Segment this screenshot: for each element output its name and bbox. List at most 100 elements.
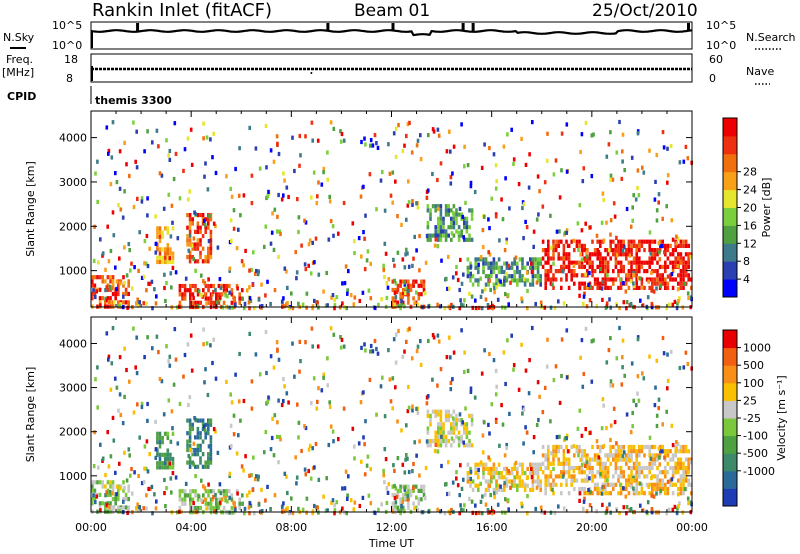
heatmap-cell <box>304 220 308 225</box>
heatmap-cell <box>492 261 496 266</box>
heatmap-cell <box>222 283 226 289</box>
heatmap-cell <box>264 429 268 435</box>
heatmap-cell <box>612 281 615 286</box>
heatmap-cell <box>555 435 559 440</box>
heatmap-cell <box>583 256 586 261</box>
heatmap-cell <box>196 221 200 226</box>
heatmap-cell <box>555 239 558 244</box>
heatmap-cell <box>606 457 610 462</box>
heatmap-cell <box>638 260 641 265</box>
heatmap-cell <box>487 261 490 266</box>
heatmap-cell <box>91 296 94 301</box>
heatmap-cell <box>520 501 523 506</box>
heatmap-cell <box>529 462 532 467</box>
heatmap-cell <box>362 390 365 395</box>
heatmap-cell <box>286 301 289 306</box>
heatmap-cell <box>199 456 202 461</box>
heatmap-cell <box>505 261 509 266</box>
heatmap-cell <box>671 482 675 487</box>
heatmap-cell <box>452 416 455 421</box>
heatmap-cell <box>580 462 584 467</box>
heatmap-cell <box>135 165 139 170</box>
heatmap-cell <box>439 443 443 448</box>
heatmap-cell <box>291 135 294 140</box>
heatmap-cell <box>641 371 644 376</box>
heatmap-cell <box>612 474 615 479</box>
heatmap-cell <box>477 278 480 283</box>
heatmap-cell <box>653 461 657 466</box>
heatmap-cell <box>154 214 157 219</box>
heatmap-cell <box>203 222 207 228</box>
heatmap-cell <box>653 403 657 408</box>
heatmap-cell <box>316 138 320 143</box>
heatmap-cell <box>518 278 522 283</box>
heatmap-cell <box>119 412 123 418</box>
freq-start-bar <box>91 66 93 81</box>
heatmap-cell <box>142 506 145 511</box>
heatmap-cell <box>265 370 268 376</box>
heatmap-cell <box>647 279 650 284</box>
heatmap-cell <box>263 450 266 455</box>
heatmap-cell <box>337 231 340 236</box>
heatmap-cell <box>111 279 115 284</box>
heatmap-cell <box>122 283 125 288</box>
heatmap-cell <box>659 449 662 454</box>
heatmap-cell <box>536 462 540 467</box>
heatmap-cell <box>549 510 553 515</box>
heatmap-cell <box>407 279 410 284</box>
heatmap-cell <box>406 494 409 499</box>
heatmap-cell <box>584 221 587 226</box>
heatmap-cell <box>487 487 490 492</box>
heatmap-cell <box>666 378 670 383</box>
heatmap-cell <box>243 301 247 306</box>
nsearch-tick-low: 10^0 <box>706 39 736 52</box>
heatmap-cell <box>675 241 678 246</box>
heatmap-cell <box>587 487 590 493</box>
heatmap-cell <box>124 505 128 510</box>
heatmap-cell <box>104 296 107 301</box>
heatmap-cell <box>118 355 122 360</box>
heatmap-cell <box>459 463 462 468</box>
heatmap-cell <box>580 264 584 269</box>
heatmap-cell <box>199 225 202 230</box>
heatmap-cell <box>366 249 370 254</box>
heatmap-cell <box>203 174 206 179</box>
heatmap-cell <box>115 180 119 185</box>
heatmap-cell <box>238 296 241 301</box>
heatmap-cell <box>534 274 537 279</box>
heatmap-cell <box>127 300 130 305</box>
heatmap-cell <box>258 372 262 377</box>
heatmap-cell <box>687 449 690 454</box>
heatmap-cell <box>590 339 594 344</box>
heatmap-cell <box>583 291 586 296</box>
heatmap-cell <box>220 497 224 502</box>
heatmap-cell <box>684 449 688 454</box>
heatmap-cell <box>627 239 631 244</box>
heatmap-cell <box>399 279 402 284</box>
heatmap-cell <box>186 136 190 141</box>
velocity-cb-label: -25 <box>743 412 761 425</box>
heatmap-cell <box>682 243 685 248</box>
heatmap-cell <box>661 277 664 282</box>
heatmap-cell <box>687 482 690 487</box>
heatmap-cell <box>643 260 646 265</box>
heatmap-cell <box>275 134 279 139</box>
heatmap-cell <box>455 476 458 481</box>
heatmap-cell <box>451 171 454 176</box>
heatmap-cell <box>469 278 472 283</box>
heatmap-cell <box>192 295 195 301</box>
heatmap-cell <box>199 300 202 305</box>
heatmap-cell <box>513 466 516 471</box>
heatmap-cell <box>682 482 685 487</box>
heatmap-cell <box>92 464 96 469</box>
heatmap-cell <box>621 132 625 137</box>
heatmap-cell <box>677 273 680 278</box>
heatmap-cell <box>482 466 485 471</box>
heatmap-cell <box>518 462 522 467</box>
heatmap-cell <box>296 197 299 202</box>
heatmap-cell <box>409 287 413 293</box>
heatmap-cell <box>465 220 469 226</box>
heatmap-cell <box>439 426 443 431</box>
heatmap-cell <box>489 492 492 498</box>
heatmap-cell <box>682 491 685 496</box>
